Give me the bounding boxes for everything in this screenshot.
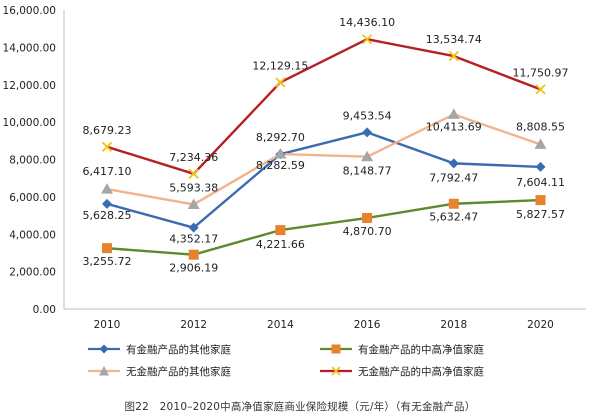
- data-label-series-4: 11,750.97: [513, 66, 569, 79]
- data-label-series-2: 4,870.70: [343, 225, 392, 238]
- legend-swatch-square-icon: [320, 344, 352, 354]
- data-point-series-2: [188, 249, 199, 260]
- y-tick-label: 2,000.00: [9, 267, 56, 279]
- data-point-series-2: [362, 212, 373, 223]
- data-label-series-4: 13,534.74: [426, 33, 482, 46]
- x-tick-label: 2018: [440, 319, 467, 331]
- data-point-series-1: [102, 198, 112, 209]
- data-label-series-4: 7,234.36: [169, 151, 218, 164]
- data-point-series-4: [361, 34, 373, 45]
- x-tick-label: 2010: [94, 319, 121, 331]
- legend-label-series-3: 无金融产品的其他家庭: [126, 365, 231, 378]
- legend-item-series-3: 无金融产品的其他家庭: [88, 363, 231, 379]
- data-point-series-2: [448, 198, 459, 209]
- series-line-3: [106, 113, 541, 206]
- legend-swatch-triangle-icon: [88, 366, 120, 376]
- data-point-series-3: [534, 138, 547, 149]
- data-point-series-3: [361, 150, 374, 162]
- data-point-series-4: [188, 168, 199, 179]
- data-point-series-3: [101, 183, 113, 194]
- y-tick-label: 16,000.00: [3, 5, 56, 17]
- data-label-series-3: 8,808.55: [516, 120, 565, 133]
- x-tick-label: 2012: [180, 319, 207, 331]
- data-point-series-1: [448, 158, 459, 169]
- figure-caption: 图22 2010–2020中高净值家庭商业保险规模（元/年）（有无金融产品）: [124, 401, 476, 413]
- y-tick-label: 4,000.00: [9, 229, 56, 241]
- legend-label-series-2: 有金融产品的中高净值家庭: [358, 343, 484, 356]
- data-point-series-1: [188, 222, 199, 233]
- data-label-series-3: 8,148.77: [343, 165, 392, 178]
- legend-item-series-2: 有金融产品的中高净值家庭: [320, 341, 484, 357]
- data-label-series-2: 3,255.72: [83, 255, 132, 268]
- data-label-series-4: 8,679.23: [83, 124, 132, 137]
- data-label-series-3: 10,413.69: [426, 120, 482, 133]
- x-tick-label: 2020: [527, 319, 554, 331]
- data-label-series-3: 5,593.38: [169, 181, 218, 194]
- data-label-series-1: 8,282.59: [256, 159, 305, 172]
- x-tick-label: 2016: [354, 319, 381, 331]
- data-point-series-2: [535, 195, 546, 206]
- data-point-series-1: [535, 161, 546, 172]
- series-line-2: [106, 198, 541, 256]
- legend-label-series-1: 有金融产品的其他家庭: [126, 343, 231, 356]
- y-tick-label: 8,000.00: [9, 155, 56, 167]
- legend-item-series-4: 无金融产品的中高净值家庭: [320, 363, 484, 379]
- data-point-series-3: [187, 198, 200, 209]
- y-tick-label: 14,000.00: [3, 42, 56, 54]
- legend-swatch-diamond-icon: [88, 344, 120, 354]
- data-point-series-4: [448, 50, 459, 62]
- data-point-series-4: [101, 141, 113, 152]
- data-label-series-4: 14,436.10: [339, 16, 395, 29]
- data-label-series-1: 4,352.17: [169, 233, 218, 246]
- data-point-series-3: [447, 108, 460, 119]
- data-point-series-3: [274, 148, 287, 159]
- series-line-4: [106, 38, 541, 176]
- y-tick-label: 12,000.00: [3, 80, 56, 92]
- y-tick-label: 10,000.00: [3, 117, 56, 129]
- data-label-series-2: 5,827.57: [516, 208, 565, 221]
- data-label-series-2: 4,221.66: [256, 238, 305, 251]
- legend-swatch-cross-icon: [320, 366, 352, 376]
- legend-item-series-1: 有金融产品的其他家庭: [88, 341, 231, 357]
- data-label-series-1: 7,792.47: [429, 171, 478, 184]
- legend-label-series-4: 无金融产品的中高净值家庭: [358, 365, 484, 378]
- x-tick-label: 2014: [267, 319, 294, 331]
- data-label-series-4: 12,129.15: [252, 59, 308, 72]
- data-point-series-4: [275, 77, 286, 88]
- data-label-series-1: 5,628.25: [83, 209, 132, 222]
- data-label-series-1: 7,604.11: [516, 176, 565, 189]
- y-tick-label: 0.00: [33, 304, 56, 316]
- data-label-series-3: 6,417.10: [83, 165, 132, 178]
- y-tick-label: 6,000.00: [9, 192, 56, 204]
- data-label-series-2: 5,632.47: [429, 211, 478, 224]
- data-label-series-1: 9,453.54: [343, 109, 392, 122]
- series-line-1: [106, 131, 541, 229]
- data-point-series-2: [275, 225, 286, 236]
- data-label-series-3: 8,292.70: [256, 131, 305, 144]
- data-point-series-2: [102, 243, 112, 254]
- data-point-series-4: [535, 84, 546, 95]
- data-label-series-2: 2,906.19: [169, 262, 218, 275]
- data-point-series-1: [362, 127, 373, 138]
